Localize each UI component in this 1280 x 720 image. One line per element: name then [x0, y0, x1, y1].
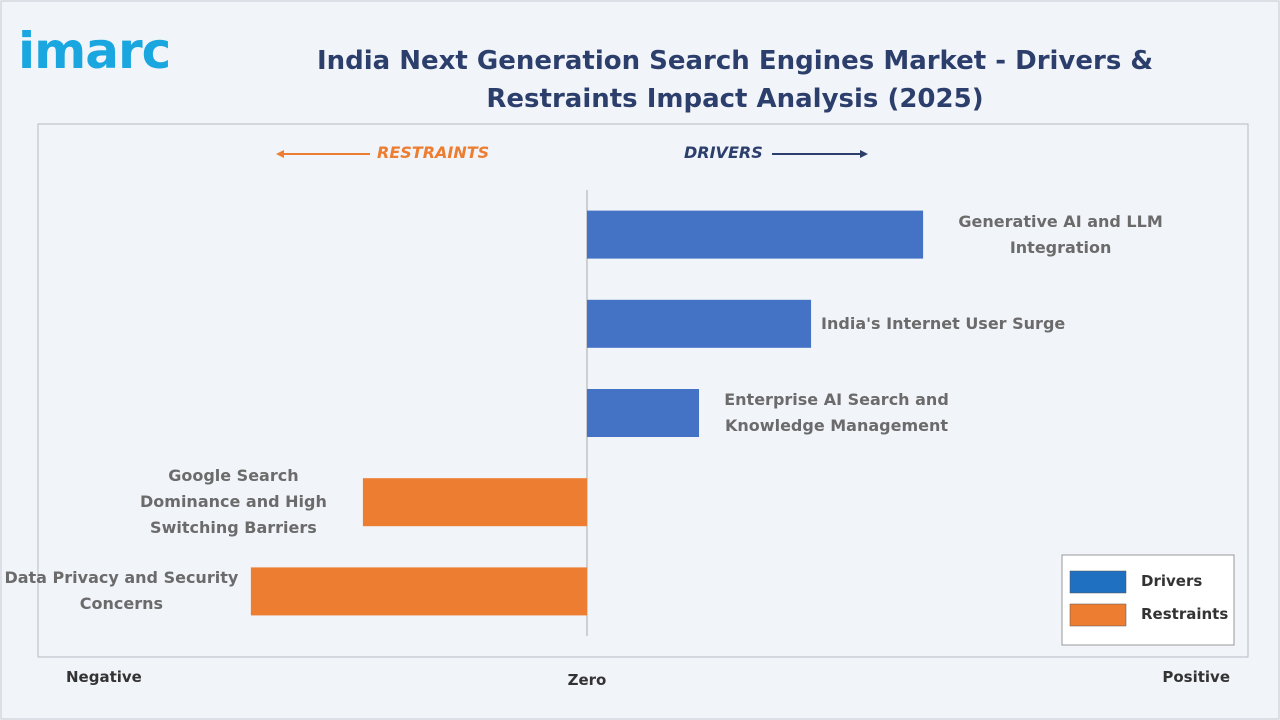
- bar: [250, 567, 587, 616]
- plot-area: [37, 123, 1249, 658]
- legend-box: [1061, 554, 1235, 646]
- chart-title: India Next Generation Search Engines Mar…: [316, 46, 1154, 114]
- category-label: Generative AI and LLM Integration: [958, 211, 1163, 257]
- annotation: RESTRAINTS: [377, 143, 490, 162]
- arrow-head: [276, 150, 284, 158]
- legend-label: Drivers: [1141, 572, 1203, 590]
- category-label: Google Search Dominance and High Switchi…: [140, 466, 327, 538]
- bar: [586, 210, 924, 259]
- legend-swatch: [1069, 570, 1127, 594]
- bar: [586, 299, 812, 348]
- arrow-head: [860, 150, 868, 158]
- x-tick-label: Positive: [1162, 668, 1230, 686]
- x-tick-label: Negative: [66, 668, 142, 686]
- logo: imarc: [18, 22, 171, 80]
- annotation: DRIVERS: [684, 143, 763, 162]
- category-label: India's Internet User Surge: [821, 313, 1066, 333]
- bar: [362, 478, 587, 527]
- x-tick-label: Zero: [567, 671, 607, 689]
- category-label: Enterprise AI Search and Knowledge Manag…: [724, 390, 949, 435]
- legend-swatch: [1069, 603, 1127, 627]
- category-label: Data Privacy and Security Concerns: [4, 568, 239, 614]
- legend-label: Restraints: [1141, 605, 1229, 623]
- bar: [586, 389, 700, 437]
